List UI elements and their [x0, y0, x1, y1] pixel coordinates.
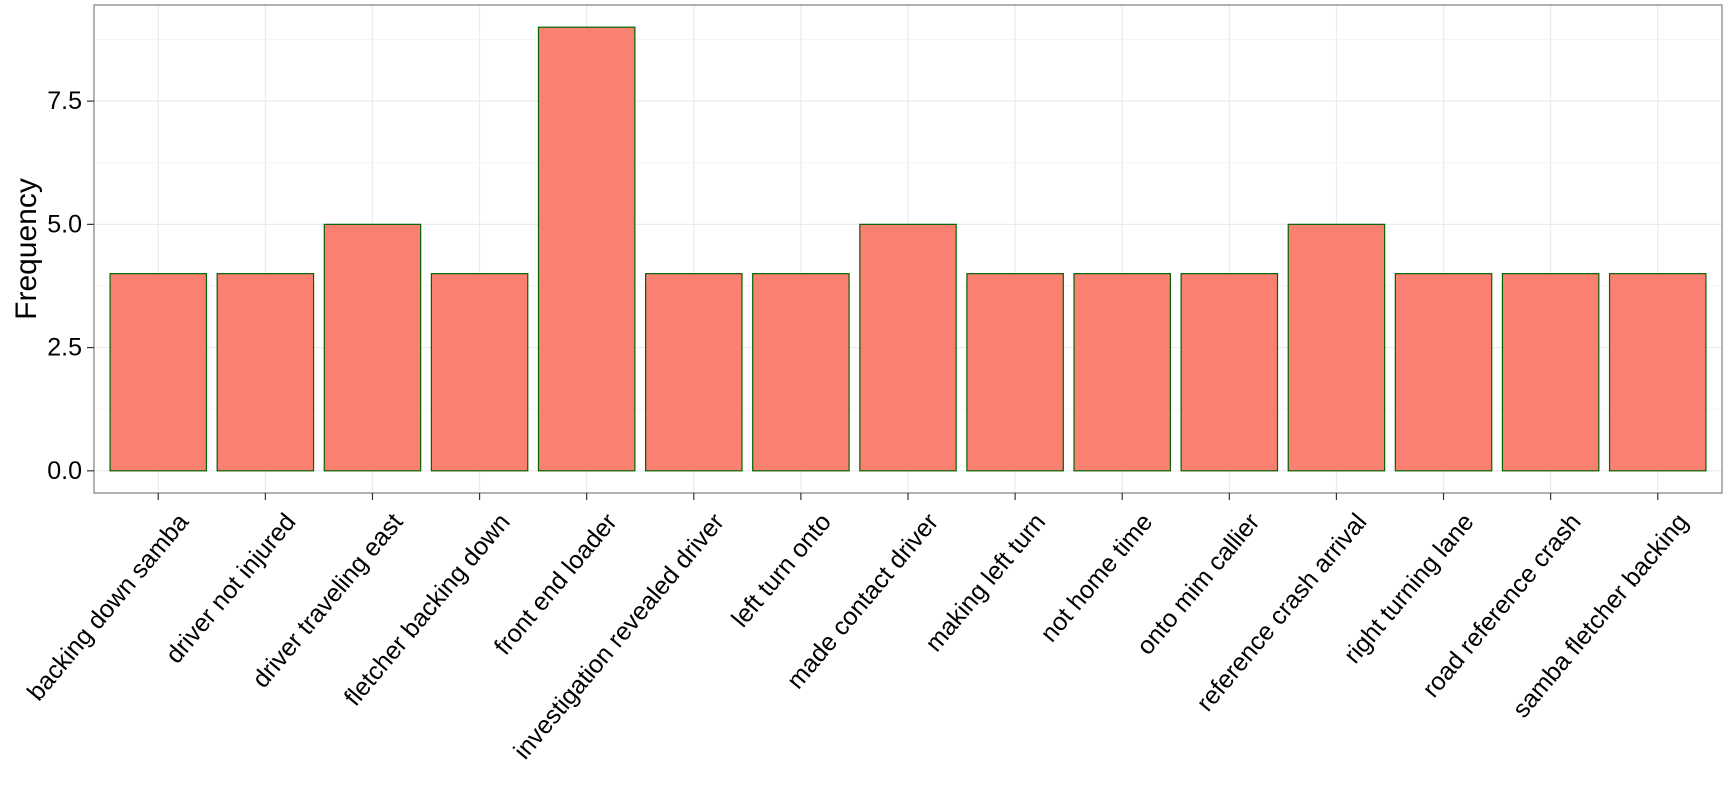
- bar-14: [1501, 273, 1600, 472]
- y-axis-title: Frequency: [10, 178, 43, 320]
- bar-9: [966, 273, 1064, 472]
- bar-7: [752, 273, 850, 472]
- bar-3: [323, 223, 422, 472]
- y-tick-label: 5.0: [47, 210, 82, 238]
- bar-11: [1180, 273, 1279, 472]
- y-tick-label: 0.0: [47, 457, 82, 485]
- bar-1: [109, 273, 208, 472]
- y-axis: 0.0 2.5 5.0 7.5: [47, 87, 94, 485]
- bar-6: [644, 273, 743, 472]
- bar-2: [216, 273, 315, 472]
- bar-15: [1608, 273, 1707, 472]
- bar-4: [430, 273, 529, 472]
- bar-12: [1287, 223, 1386, 472]
- y-tick-label: 7.5: [47, 87, 82, 115]
- bar-13: [1394, 273, 1493, 472]
- bar-10: [1073, 273, 1172, 472]
- y-tick-label: 2.5: [47, 334, 82, 362]
- bar-8: [859, 223, 957, 472]
- bars: [109, 26, 1707, 472]
- bar-5: [537, 26, 636, 472]
